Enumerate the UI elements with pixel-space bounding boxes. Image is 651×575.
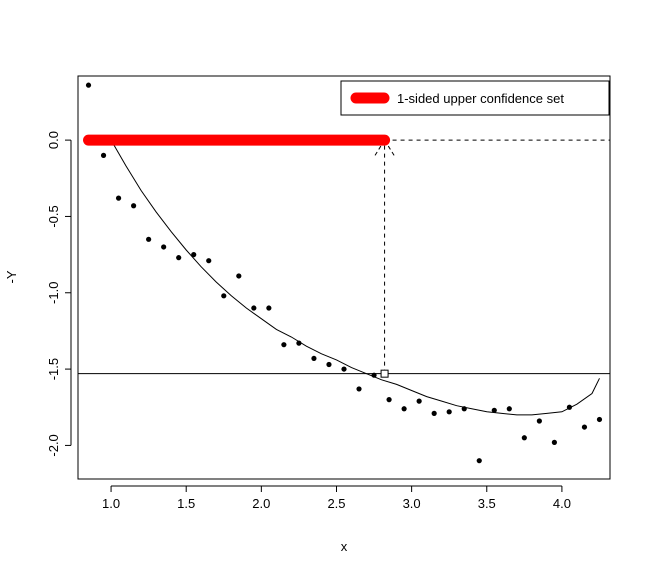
data-point (341, 366, 347, 372)
y-tick-label: -0.5 (46, 205, 61, 227)
data-point (115, 195, 122, 201)
data-point (491, 407, 497, 413)
y-tick-label: -1.0 (46, 282, 61, 304)
x-tick-label: 3.0 (403, 496, 421, 511)
data-point (581, 424, 588, 430)
data-point (221, 293, 227, 299)
plot-frame (77, 75, 611, 480)
data-point (461, 406, 467, 412)
x-tick-label: 3.5 (478, 496, 496, 511)
data-point (206, 258, 212, 264)
data-point (371, 372, 377, 378)
data-point (176, 255, 182, 261)
x-tick-label: 2.0 (252, 496, 270, 511)
x-tick-label: 2.5 (327, 496, 345, 511)
data-point (85, 82, 92, 88)
data-point (311, 355, 317, 362)
data-point (251, 305, 257, 311)
data-point (356, 386, 362, 392)
y-axis-label: -Y (4, 270, 19, 283)
data-point (506, 406, 512, 412)
data-point (131, 203, 137, 209)
axis-layer: 1.0 1.5 2.0 2.5 3.0 3.5 4.0 0.0 -0.5 -1.0 -1.5 -2.0 (46, 131, 571, 511)
data-point (551, 439, 557, 445)
data-point (191, 252, 197, 258)
data-point (236, 273, 242, 279)
data-point (146, 236, 152, 242)
data-point (296, 340, 302, 346)
x-axis-label: x (341, 539, 348, 554)
fitted-curve (110, 139, 600, 416)
data-point (416, 398, 422, 404)
y-tick-label: 0.0 (46, 131, 61, 149)
data-point (326, 361, 332, 368)
data-point (266, 305, 272, 311)
plot-layer (78, 82, 610, 464)
data-point (281, 342, 287, 348)
data-point (521, 435, 527, 441)
data-point (536, 418, 542, 424)
data-point (100, 152, 107, 158)
x-tick-label: 1.0 (102, 496, 120, 511)
x-tick-label: 4.0 (553, 496, 571, 511)
intersection-marker (380, 369, 389, 378)
y-tick-label: -2.0 (46, 434, 61, 456)
data-point (401, 406, 407, 412)
x-tick-label: 1.5 (177, 496, 195, 511)
legend: 1-sided upper confidence set (340, 80, 610, 116)
data-point (476, 458, 482, 464)
data-point (446, 409, 452, 415)
y-tick-label: -1.5 (46, 358, 61, 380)
data-point (161, 244, 167, 250)
data-point (386, 397, 392, 403)
legend-label: 1-sided upper confidence set (397, 91, 564, 106)
data-point (596, 416, 603, 423)
data-point (566, 404, 573, 410)
data-point (431, 410, 437, 416)
